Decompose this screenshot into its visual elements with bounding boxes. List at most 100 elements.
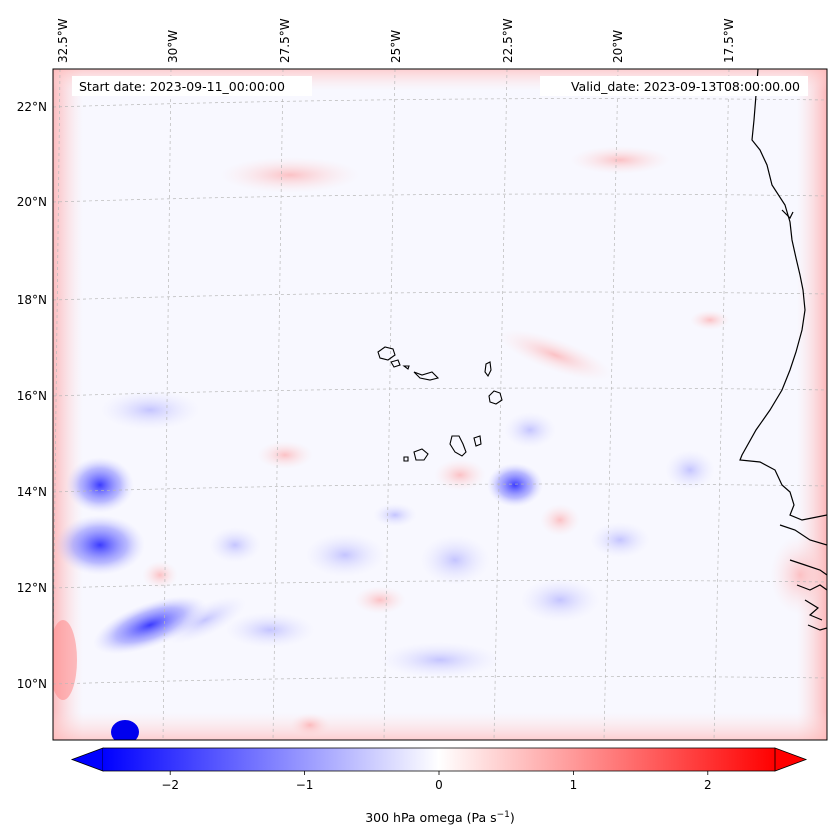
red-cell <box>290 713 330 737</box>
lat-label: 16°N <box>17 389 47 403</box>
blue-cell <box>665 450 715 490</box>
lon-label: 32.5°W <box>56 18 70 63</box>
blue-cell <box>111 720 139 740</box>
blue-cell <box>520 578 600 622</box>
parallel-line <box>53 483 827 493</box>
blue-cell <box>163 596 247 644</box>
start-date-label: Start date: 2023-09-11_00:00:00 <box>79 79 285 94</box>
coastline-segment <box>789 559 827 576</box>
coastline-segment <box>781 209 794 220</box>
lat-label: 22°N <box>17 100 47 114</box>
blue-cell <box>100 390 200 430</box>
red-cell <box>690 310 730 330</box>
meridian-line <box>162 69 172 740</box>
colorbar-title-main: 300 hPa omega (Pa s <box>365 810 496 825</box>
coastlines <box>739 69 827 631</box>
blue-cell <box>209 527 261 563</box>
red-cell <box>498 329 612 381</box>
lat-label: 12°N <box>17 581 47 595</box>
parallel-line <box>53 291 827 301</box>
colorbar-extend-neg <box>70 747 104 772</box>
colorbar-ticks: −2 −1 0 1 2 <box>161 771 712 792</box>
island-sal <box>484 361 492 378</box>
bottom-edge-band <box>53 712 827 740</box>
african-coastline <box>739 69 827 521</box>
meridian-line <box>603 69 619 740</box>
colorbar-title: 300 hPa omega (Pa s−1) <box>365 810 515 825</box>
island-boa-vista <box>488 390 503 405</box>
parallel-line <box>53 676 827 685</box>
coastline-segment <box>779 524 827 546</box>
lat-label: 18°N <box>17 293 47 307</box>
lat-label: 10°N <box>17 677 47 691</box>
coastline-segment <box>807 624 827 631</box>
colorbar-tick-label: 2 <box>704 778 712 792</box>
latitude-labels: 22°N 20°N 18°N 16°N 14°N 12°N 10°N <box>17 100 47 691</box>
meridian-line <box>272 69 284 740</box>
blue-cell <box>305 533 385 577</box>
island-brava <box>403 456 409 462</box>
lat-label: 20°N <box>17 195 47 209</box>
coastline-segment <box>796 584 827 591</box>
map-panel: Start date: 2023-09-11_00:00:00 Valid_da… <box>52 68 828 741</box>
valid-date-label: Valid_date: 2023-09-13T08:00:00.00 <box>571 79 800 94</box>
colorbar: −2 −1 0 1 2 300 hPa omega (Pa s−1) <box>70 747 808 825</box>
blue-cell <box>590 522 650 558</box>
blue-cell <box>504 412 556 448</box>
red-cell <box>570 146 670 174</box>
island-fogo <box>413 448 429 461</box>
valid-date-box <box>540 76 808 96</box>
lon-label: 27.5°W <box>278 18 292 63</box>
parallel-line <box>53 98 827 108</box>
blue-cell <box>55 515 145 575</box>
colorbar-gradient <box>103 748 775 771</box>
red-cell <box>220 157 360 193</box>
colorbar-tick-label: 1 <box>570 778 578 792</box>
red-cell <box>257 441 313 469</box>
island-maio <box>473 435 482 447</box>
colorbar-title-close: ) <box>510 810 515 825</box>
blue-cell <box>380 642 500 678</box>
lon-label: 25°W <box>389 30 403 63</box>
right-edge-band <box>797 69 827 740</box>
blue-cell <box>66 457 134 513</box>
coastline-segment <box>804 599 823 621</box>
colorbar-tick-label: 0 <box>435 778 443 792</box>
red-cell <box>53 620 77 700</box>
red-cell <box>770 535 827 615</box>
parallel-line <box>53 193 827 203</box>
blue-cell <box>373 503 417 527</box>
island-santo-antao <box>377 346 396 361</box>
island-santiago <box>449 435 467 457</box>
longitude-labels: 32.5°W 30°W 27.5°W 25°W 22.5°W 20°W 17.5… <box>56 18 736 63</box>
parallel-line <box>53 580 827 589</box>
red-cell <box>142 561 178 589</box>
colorbar-tick-label: −1 <box>296 778 314 792</box>
colorbar-title-sup: −1 <box>497 810 510 820</box>
blue-cell <box>487 463 543 507</box>
lon-label: 30°W <box>166 30 180 63</box>
lat-label: 14°N <box>17 485 47 499</box>
island-santa-luzia <box>402 365 410 370</box>
island-sao-nicolau <box>413 371 440 381</box>
blue-cell <box>420 535 490 585</box>
meridian-line <box>713 69 730 740</box>
cape-verde-islands <box>377 346 503 462</box>
lon-label: 17.5°W <box>722 18 736 63</box>
colorbar-tick-label: −2 <box>161 778 179 792</box>
colorbar-extend-pos <box>774 747 808 772</box>
red-cell <box>434 459 486 491</box>
blue-cell <box>225 612 315 648</box>
start-date-box <box>72 76 312 96</box>
parallel-line <box>53 387 827 397</box>
meridian-line <box>493 69 508 740</box>
map-frame <box>52 68 828 741</box>
red-cell <box>540 504 580 536</box>
red-cell <box>354 586 406 614</box>
blue-cell <box>93 595 207 655</box>
island-sao-vicente <box>390 359 401 368</box>
meridian-line <box>383 69 396 740</box>
lon-label: 20°W <box>611 30 625 63</box>
lon-label: 22.5°W <box>501 18 515 63</box>
